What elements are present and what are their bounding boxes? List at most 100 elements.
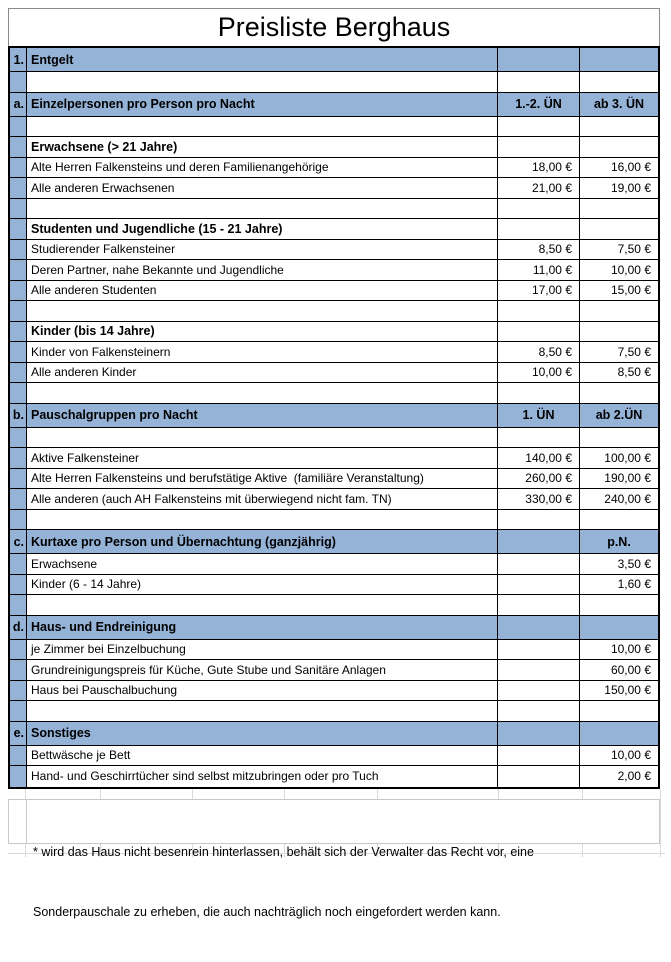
- price-col-2: 7,50 €: [580, 239, 658, 260]
- footnote-line-1: * wird das Haus nicht besenrein hinterla…: [33, 845, 534, 859]
- row-number: [10, 766, 27, 787]
- price-col-2: [580, 509, 658, 530]
- row-number: [10, 468, 27, 489]
- row-label: [27, 427, 498, 448]
- price-col-2: 1,60 €: [580, 574, 658, 595]
- price-col-1: [498, 198, 580, 219]
- row-number: [10, 427, 27, 448]
- price-col-2: 190,00 €: [580, 468, 658, 489]
- row-number: [10, 595, 27, 616]
- row-number: [10, 157, 27, 178]
- price-col-1: [498, 383, 580, 404]
- price-col-1: 140,00 €: [498, 448, 580, 469]
- row-number: [10, 680, 27, 701]
- table-row: e. Sonstiges: [10, 721, 658, 746]
- row-label: [27, 116, 498, 137]
- row-number: [10, 239, 27, 260]
- price-col-2: [580, 595, 658, 616]
- footnote-left-column: [9, 800, 27, 843]
- row-number: [10, 219, 27, 240]
- row-label: Haus- und Endreinigung: [27, 615, 498, 640]
- price-col-1: 260,00 €: [498, 468, 580, 489]
- price-col-1: [498, 509, 580, 530]
- row-label: Alte Herren Falkensteins und berufstätig…: [27, 468, 498, 489]
- price-col-1: 21,00 €: [498, 178, 580, 199]
- price-col-2: 16,00 €: [580, 157, 658, 178]
- price-col-1: [498, 530, 580, 554]
- page: { "title": "Preisliste Berghaus", "color…: [8, 8, 665, 919]
- price-col-2: 10,00 €: [580, 745, 658, 766]
- price-col-2: [580, 321, 658, 342]
- price-col-2: [580, 615, 658, 640]
- row-number: 1.: [10, 48, 27, 72]
- row-label: Studenten und Jugendliche (15 - 21 Jahre…: [27, 219, 498, 240]
- price-col-2: 10,00 €: [580, 260, 658, 281]
- price-col-2: 60,00 €: [580, 660, 658, 681]
- row-number: [10, 574, 27, 595]
- table-row: Alle anderen Kinder 10,00 € 8,50 €: [10, 362, 658, 383]
- table-row: je Zimmer bei Einzelbuchung 10,00 €: [10, 639, 658, 660]
- row-label: Hand- und Geschirrtücher sind selbst mit…: [27, 766, 498, 787]
- table-row: Alte Herren Falkensteins und berufstätig…: [10, 468, 658, 489]
- row-number: [10, 321, 27, 342]
- price-col-2: [580, 721, 658, 746]
- price-col-2: 19,00 €: [580, 178, 658, 199]
- row-number: [10, 301, 27, 322]
- row-number: [10, 554, 27, 575]
- table-row: [10, 701, 658, 722]
- table-row: [10, 198, 658, 219]
- row-label: Kinder (bis 14 Jahre): [27, 321, 498, 342]
- row-label: Alte Herren Falkensteins und deren Famil…: [27, 157, 498, 178]
- row-label: [27, 383, 498, 404]
- price-col-2: p.N.: [580, 530, 658, 554]
- price-col-2: 150,00 €: [580, 680, 658, 701]
- row-label: Alle anderen Kinder: [27, 362, 498, 383]
- table-row: [10, 72, 658, 93]
- row-number: [10, 639, 27, 660]
- price-col-2: ab 2.ÜN: [580, 403, 658, 428]
- row-label: [27, 198, 498, 219]
- price-col-1: 1. ÜN: [498, 403, 580, 428]
- price-col-2: 10,00 €: [580, 639, 658, 660]
- price-col-2: 7,50 €: [580, 342, 658, 363]
- row-label: Alle anderen Studenten: [27, 280, 498, 301]
- price-col-1: [498, 301, 580, 322]
- row-label: Haus bei Pauschalbuchung: [27, 680, 498, 701]
- price-col-2: [580, 383, 658, 404]
- table-row: [10, 116, 658, 137]
- price-col-2: 2,00 €: [580, 766, 658, 787]
- gridline: [660, 789, 661, 857]
- price-col-1: 8,50 €: [498, 239, 580, 260]
- table-row: a. Einzelpersonen pro Person pro Nacht 1…: [10, 92, 658, 117]
- price-col-1: [498, 595, 580, 616]
- footnote-line-2: Sonderpauschale zu erheben, die auch nac…: [33, 905, 501, 919]
- price-col-1: 8,50 €: [498, 342, 580, 363]
- price-col-1: [498, 766, 580, 787]
- row-label: Bettwäsche je Bett: [27, 745, 498, 766]
- row-number: a.: [10, 92, 27, 117]
- price-col-1: [498, 137, 580, 158]
- row-label: Alle anderen Erwachsenen: [27, 178, 498, 199]
- row-number: [10, 72, 27, 93]
- table-row: Studierender Falkensteiner 8,50 € 7,50 €: [10, 239, 658, 260]
- table-row: Kinder (6 - 14 Jahre) 1,60 €: [10, 574, 658, 595]
- table-row: Alle anderen (auch AH Falkensteins mit ü…: [10, 489, 658, 510]
- price-col-1: [498, 72, 580, 93]
- price-col-1: 1.-2. ÜN: [498, 92, 580, 117]
- row-label: Entgelt: [27, 48, 498, 72]
- row-number: [10, 280, 27, 301]
- row-label: Erwachsene (> 21 Jahre): [27, 137, 498, 158]
- table-row: c. Kurtaxe pro Person und Übernachtung (…: [10, 530, 658, 554]
- table-row: Deren Partner, nahe Bekannte und Jugendl…: [10, 260, 658, 281]
- row-label: Grundreinigungspreis für Küche, Gute Stu…: [27, 660, 498, 681]
- row-number: [10, 137, 27, 158]
- price-col-2: [580, 137, 658, 158]
- table-row: Bettwäsche je Bett 10,00 €: [10, 745, 658, 766]
- price-col-2: [580, 427, 658, 448]
- row-number: [10, 198, 27, 219]
- row-number: [10, 660, 27, 681]
- table-row: [10, 595, 658, 616]
- price-col-1: [498, 427, 580, 448]
- row-number: [10, 489, 27, 510]
- row-number: [10, 448, 27, 469]
